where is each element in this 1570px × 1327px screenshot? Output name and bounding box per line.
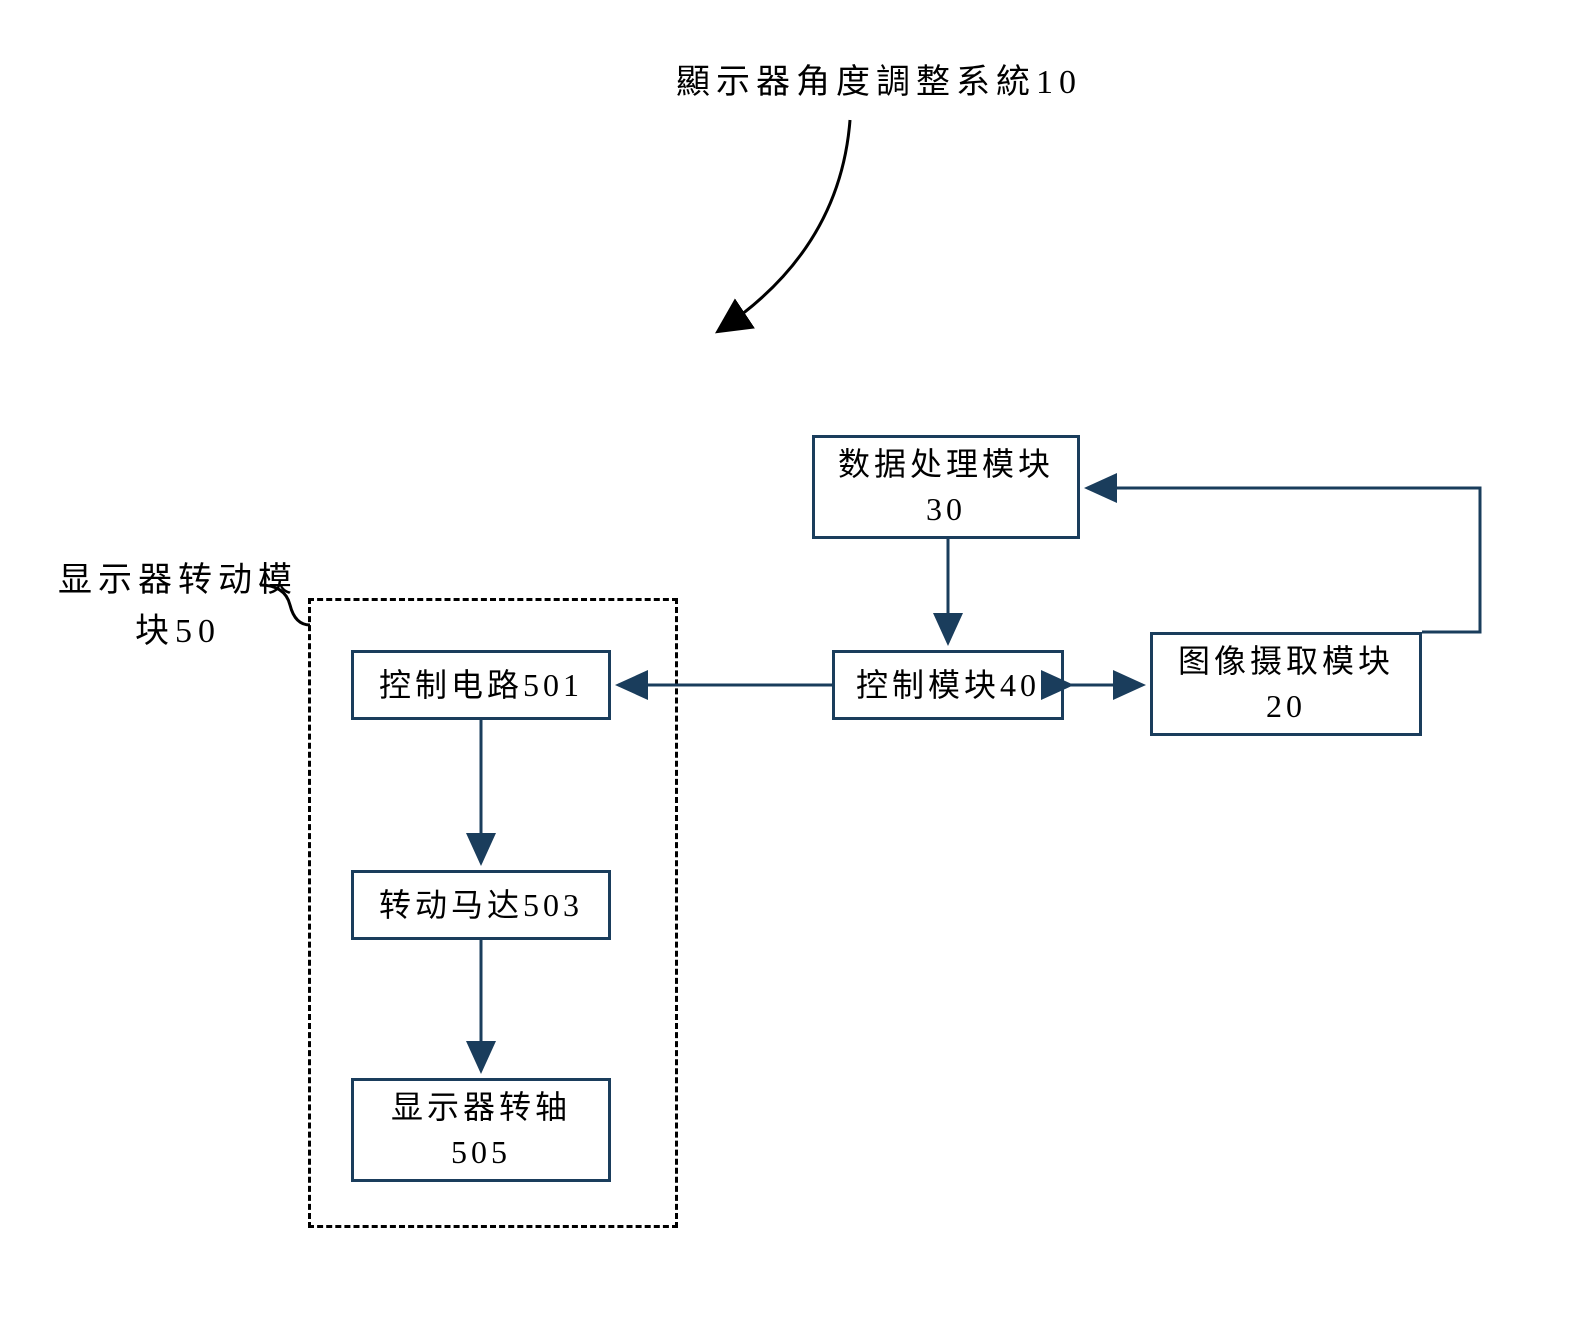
diagram-title: 顯示器角度調整系統10: [676, 54, 1082, 103]
node-data-processing-30: 数据处理模块 30: [812, 435, 1080, 539]
title-text: 顯示器角度調整系統10: [676, 64, 1082, 101]
node-20-label: 图像摄取模块: [1178, 639, 1394, 684]
node-501-label: 控制电路501: [379, 663, 583, 708]
side-label-line1: 显示器转动模: [58, 562, 298, 599]
arrow-40-to-20-double: [1064, 677, 1150, 697]
node-image-capture-20: 图像摄取模块 20: [1150, 632, 1422, 736]
arrow-30-to-40: [940, 539, 960, 650]
node-20-sublabel: 20: [1266, 684, 1306, 729]
node-505-label: 显示器转轴: [391, 1085, 571, 1130]
side-label-line2: 块50: [135, 613, 221, 650]
dashed-box-label: 显示器转动模 块50: [48, 555, 308, 657]
node-display-axis-505: 显示器转轴 505: [351, 1078, 611, 1182]
node-30-label: 数据处理模块: [838, 442, 1054, 487]
node-505-sublabel: 505: [451, 1130, 511, 1175]
node-30-sublabel: 30: [926, 487, 966, 532]
diagram-container: 顯示器角度調整系統10 显示器转动模 块50 数据处理模块 30 控制模块40 …: [0, 0, 1570, 1327]
node-40-label: 控制模块40: [856, 663, 1040, 708]
node-503-label: 转动马达503: [379, 883, 583, 928]
node-motor-503: 转动马达503: [351, 870, 611, 940]
node-control-40: 控制模块40: [832, 650, 1064, 720]
node-control-circuit-501: 控制电路501: [351, 650, 611, 720]
title-pointer-arrow: [680, 110, 900, 350]
